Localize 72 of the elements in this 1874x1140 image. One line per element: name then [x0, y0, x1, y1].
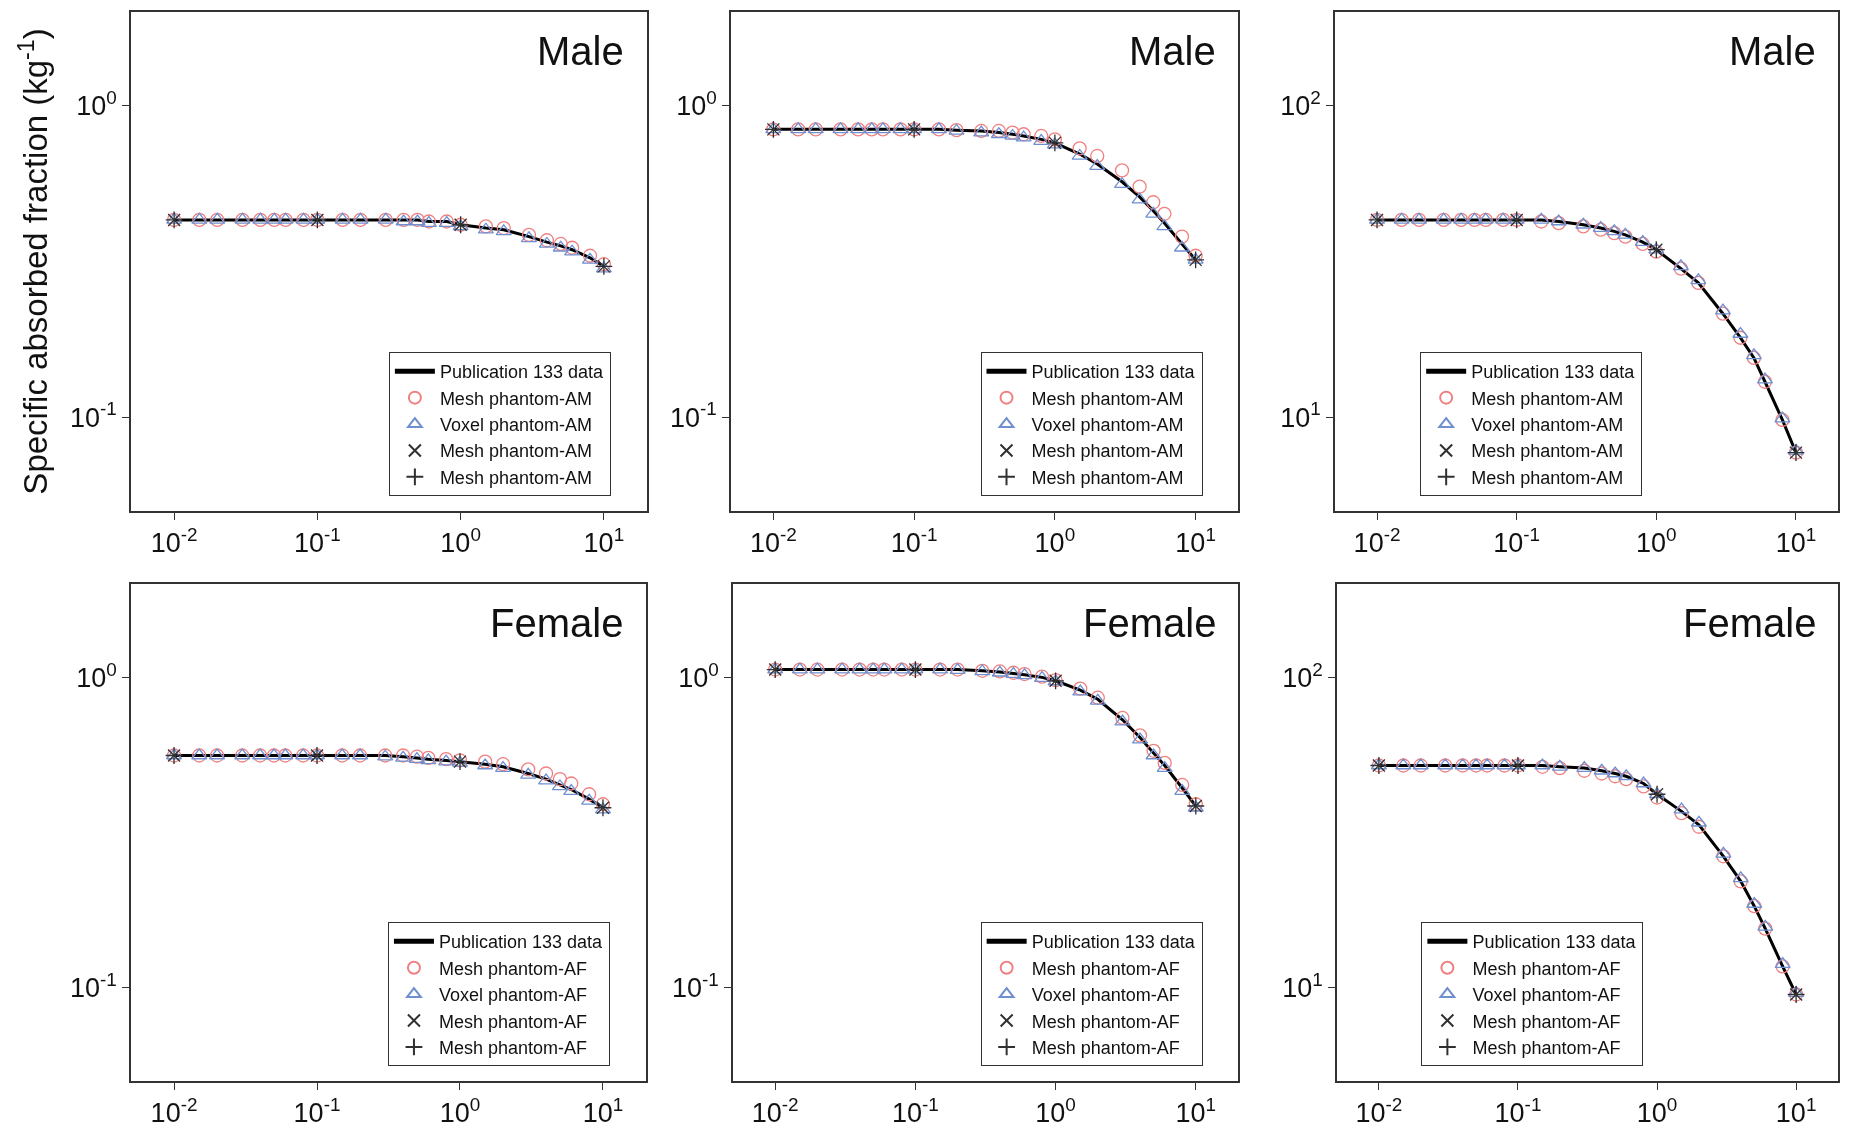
legend-label: Mesh phantom-AM [439, 388, 592, 409]
y-tick-label: 10$^{2}$ [1282, 658, 1323, 693]
x-tick-label: 10$^{-1}$ [890, 523, 938, 559]
legend-label: Mesh phantom-AF [1031, 1011, 1180, 1032]
y-tick-label: 10$^{1}$ [1280, 398, 1321, 433]
x-tick-label: 10$^{0}$ [1636, 1093, 1678, 1129]
legend-label: Publication 133 data [1471, 362, 1636, 383]
legend-label: Voxel phantom-AF [1031, 985, 1180, 1006]
legend-label: Mesh phantom-AM [1031, 441, 1184, 462]
x-tick-label: 10$^{1}$ [1775, 523, 1817, 559]
x-tick-label: 10$^{1}$ [583, 523, 625, 559]
legend-label: Mesh phantom-AM [1471, 467, 1624, 488]
y-tick-label: 10$^{0}$ [76, 86, 117, 122]
x-tick-label: 10$^{0}$ [1034, 523, 1076, 559]
x-tick-label: 10$^{-1}$ [293, 523, 341, 559]
legend-label: Mesh phantom-AM [1031, 467, 1184, 488]
x-tick-label: 10$^{-2}$ [150, 1093, 198, 1129]
y-tick-label: 10$^{-1}$ [672, 968, 719, 1004]
chart-title: Male [1729, 29, 1816, 73]
x-tick-label: 10$^{-2}$ [150, 523, 198, 559]
chart-title: Female [1683, 601, 1817, 645]
y-tick-label: 10$^{0}$ [676, 86, 717, 122]
x-tick-label: 10$^{-2}$ [1353, 523, 1401, 559]
x-tick-label: 10$^{-1}$ [1493, 523, 1541, 559]
legend-label: Publication 133 data [439, 362, 604, 383]
chart-title: Male [1129, 29, 1216, 73]
x-tick-label: 10$^{0}$ [1636, 523, 1677, 559]
y-tick-label: 10$^{1}$ [1282, 968, 1323, 1004]
legend-label: Voxel phantom-AF [1472, 985, 1621, 1006]
x-tick-label: 10$^{0}$ [439, 1093, 481, 1129]
legend-label: Publication 133 data [1031, 362, 1196, 383]
legend-label: Mesh phantom-AM [439, 467, 592, 488]
y-tick-label: 10$^{-1}$ [70, 968, 117, 1004]
legend-label: Mesh phantom-AM [439, 441, 592, 462]
legend-label: Mesh phantom-AF [1472, 1011, 1621, 1032]
x-tick-label: 10$^{1}$ [1175, 523, 1216, 559]
legend-label: Voxel phantom-AM [439, 415, 592, 436]
y-tick-label: 10$^{0}$ [76, 658, 117, 693]
legend-label: Voxel phantom-AM [1471, 415, 1624, 436]
x-tick-label: 10$^{-1}$ [891, 1093, 939, 1129]
legend-label: Mesh phantom-AF [1031, 1037, 1180, 1058]
legend-label: Mesh phantom-AM [1031, 388, 1184, 409]
x-tick-label: 10$^{0}$ [1035, 1093, 1076, 1129]
x-tick-label: 10$^{-1}$ [293, 1093, 341, 1129]
legend-label: Mesh phantom-AF [1472, 1037, 1621, 1058]
x-tick-label: 10$^{-2}$ [1355, 1093, 1403, 1129]
chart-title: Male [537, 29, 624, 73]
x-tick-label: 10$^{-1}$ [1494, 1093, 1542, 1129]
chart-title: Female [1083, 601, 1217, 645]
legend-label: Mesh phantom-AM [1471, 388, 1624, 409]
legend-label: Mesh phantom-AF [438, 1011, 588, 1032]
x-tick-label: 10$^{1}$ [582, 1093, 624, 1129]
x-tick-label: 10$^{1}$ [1175, 1093, 1217, 1129]
x-tick-label: 10$^{1}$ [1775, 1093, 1817, 1129]
x-tick-label: 10$^{-2}$ [749, 523, 797, 559]
x-tick-label: 10$^{0}$ [440, 523, 481, 559]
legend-label: Mesh phantom-AF [1472, 958, 1621, 979]
legend-label: Voxel phantom-AF [438, 985, 588, 1006]
legend-label: Mesh phantom-AF [1031, 958, 1180, 979]
legend-label: Mesh phantom-AF [438, 958, 588, 979]
y-tick-label: 10$^{-1}$ [70, 398, 117, 433]
x-tick-label: 10$^{-2}$ [751, 1093, 799, 1129]
legend-label: Publication 133 data [438, 932, 604, 953]
legend-label: Mesh phantom-AF [438, 1037, 588, 1058]
legend-label: Voxel phantom-AM [1031, 415, 1184, 436]
chart-title: Female [490, 601, 624, 645]
legend-label: Publication 133 data [1472, 932, 1637, 953]
y-tick-label: 10$^{2}$ [1280, 86, 1321, 122]
legend-label: Mesh phantom-AM [1471, 441, 1624, 462]
legend-label: Publication 133 data [1031, 932, 1196, 953]
y-tick-label: 10$^{-1}$ [670, 398, 717, 433]
y-tick-label: 10$^{0}$ [678, 658, 719, 693]
